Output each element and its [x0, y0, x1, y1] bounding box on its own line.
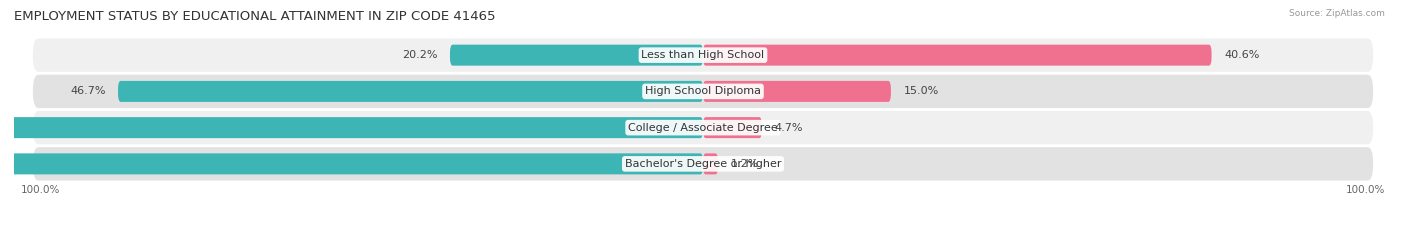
Text: Less than High School: Less than High School [641, 50, 765, 60]
Text: 4.7%: 4.7% [775, 123, 803, 133]
FancyBboxPatch shape [0, 153, 703, 174]
FancyBboxPatch shape [3, 117, 703, 138]
Text: 100.0%: 100.0% [20, 185, 59, 195]
Text: Bachelor's Degree or higher: Bachelor's Degree or higher [624, 159, 782, 169]
FancyBboxPatch shape [703, 117, 762, 138]
FancyBboxPatch shape [32, 75, 1374, 108]
Text: 15.0%: 15.0% [904, 86, 939, 96]
Text: 1.2%: 1.2% [731, 159, 759, 169]
Text: 40.6%: 40.6% [1225, 50, 1260, 60]
Text: 20.2%: 20.2% [402, 50, 437, 60]
FancyBboxPatch shape [703, 153, 718, 174]
Text: 100.0%: 100.0% [1347, 185, 1386, 195]
FancyBboxPatch shape [32, 38, 1374, 72]
Text: High School Diploma: High School Diploma [645, 86, 761, 96]
FancyBboxPatch shape [32, 111, 1374, 144]
FancyBboxPatch shape [118, 81, 703, 102]
FancyBboxPatch shape [703, 45, 1212, 66]
Text: Source: ZipAtlas.com: Source: ZipAtlas.com [1289, 9, 1385, 18]
FancyBboxPatch shape [32, 147, 1374, 181]
FancyBboxPatch shape [450, 45, 703, 66]
FancyBboxPatch shape [703, 81, 891, 102]
Text: College / Associate Degree: College / Associate Degree [628, 123, 778, 133]
Text: EMPLOYMENT STATUS BY EDUCATIONAL ATTAINMENT IN ZIP CODE 41465: EMPLOYMENT STATUS BY EDUCATIONAL ATTAINM… [14, 10, 495, 23]
Text: 46.7%: 46.7% [70, 86, 105, 96]
